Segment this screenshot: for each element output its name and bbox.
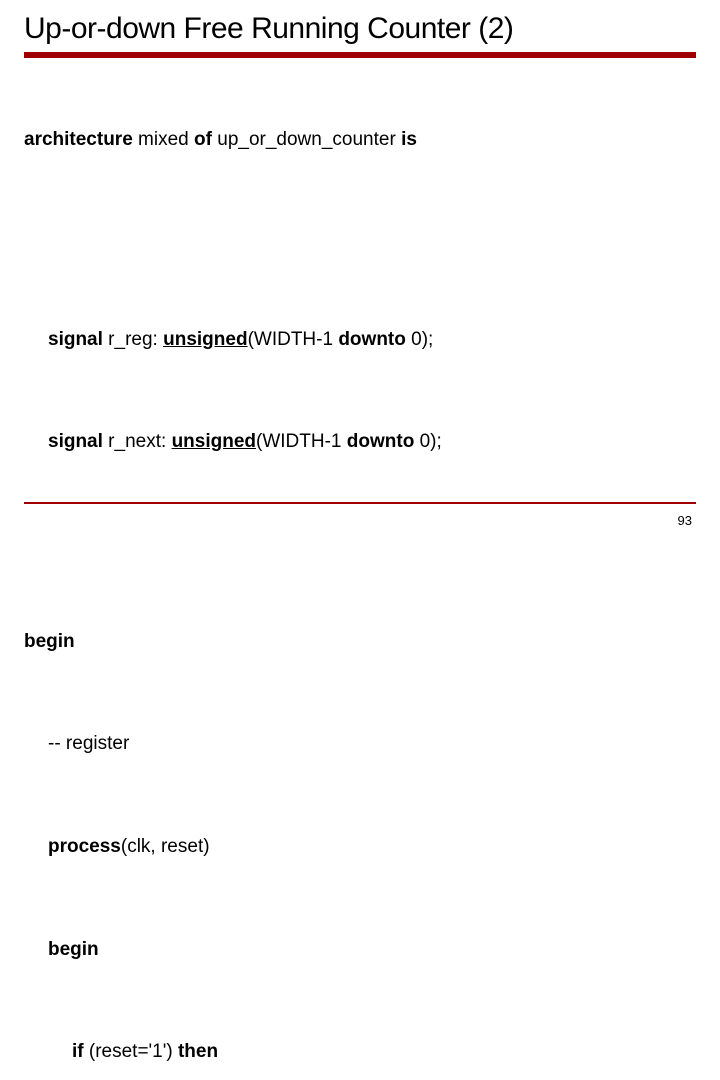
- keyword: is: [401, 129, 417, 150]
- type-name: unsigned: [172, 431, 256, 452]
- code-line: if (reset='1') then: [24, 1039, 696, 1065]
- code-line: architecture mixed of up_or_down_counter…: [24, 127, 696, 153]
- bottom-rule: [24, 502, 696, 504]
- code-text: (WIDTH-1: [248, 329, 339, 350]
- type-name: unsigned: [163, 329, 247, 350]
- code-line: signal r_next: unsigned(WIDTH-1 downto 0…: [24, 429, 696, 455]
- keyword: downto: [347, 431, 415, 452]
- comment: -- register: [48, 733, 129, 754]
- keyword: process: [48, 836, 121, 857]
- code-line: -- register: [24, 731, 696, 757]
- keyword: then: [178, 1041, 218, 1062]
- spacer: [24, 532, 696, 552]
- keyword: if: [72, 1041, 84, 1062]
- keyword: begin: [24, 631, 75, 652]
- code-line: process(clk, reset): [24, 834, 696, 860]
- keyword: architecture: [24, 129, 133, 150]
- slide-container: Up-or-down Free Running Counter (2) arch…: [0, 0, 720, 540]
- code-text: r_reg:: [103, 329, 163, 350]
- slide-title: Up-or-down Free Running Counter (2): [24, 12, 696, 46]
- code-line: signal r_reg: unsigned(WIDTH-1 downto 0)…: [24, 327, 696, 353]
- page-number: 93: [678, 513, 692, 528]
- keyword: of: [194, 129, 212, 150]
- code-text: mixed: [133, 129, 194, 150]
- code-line: begin: [24, 629, 696, 655]
- keyword: begin: [48, 939, 99, 960]
- keyword: signal: [48, 329, 103, 350]
- code-text: up_or_down_counter: [212, 129, 401, 150]
- keyword: signal: [48, 431, 103, 452]
- title-rule: [24, 52, 696, 58]
- code-text: r_next:: [103, 431, 172, 452]
- code-text: (reset='1'): [84, 1041, 178, 1062]
- code-text: (clk, reset): [121, 836, 210, 857]
- code-block: architecture mixed of up_or_down_counter…: [24, 76, 696, 1080]
- code-text: 0);: [406, 329, 433, 350]
- code-text: (WIDTH-1: [256, 431, 347, 452]
- keyword: downto: [338, 329, 406, 350]
- code-text: 0);: [414, 431, 441, 452]
- spacer: [24, 230, 696, 250]
- code-line: begin: [24, 937, 696, 963]
